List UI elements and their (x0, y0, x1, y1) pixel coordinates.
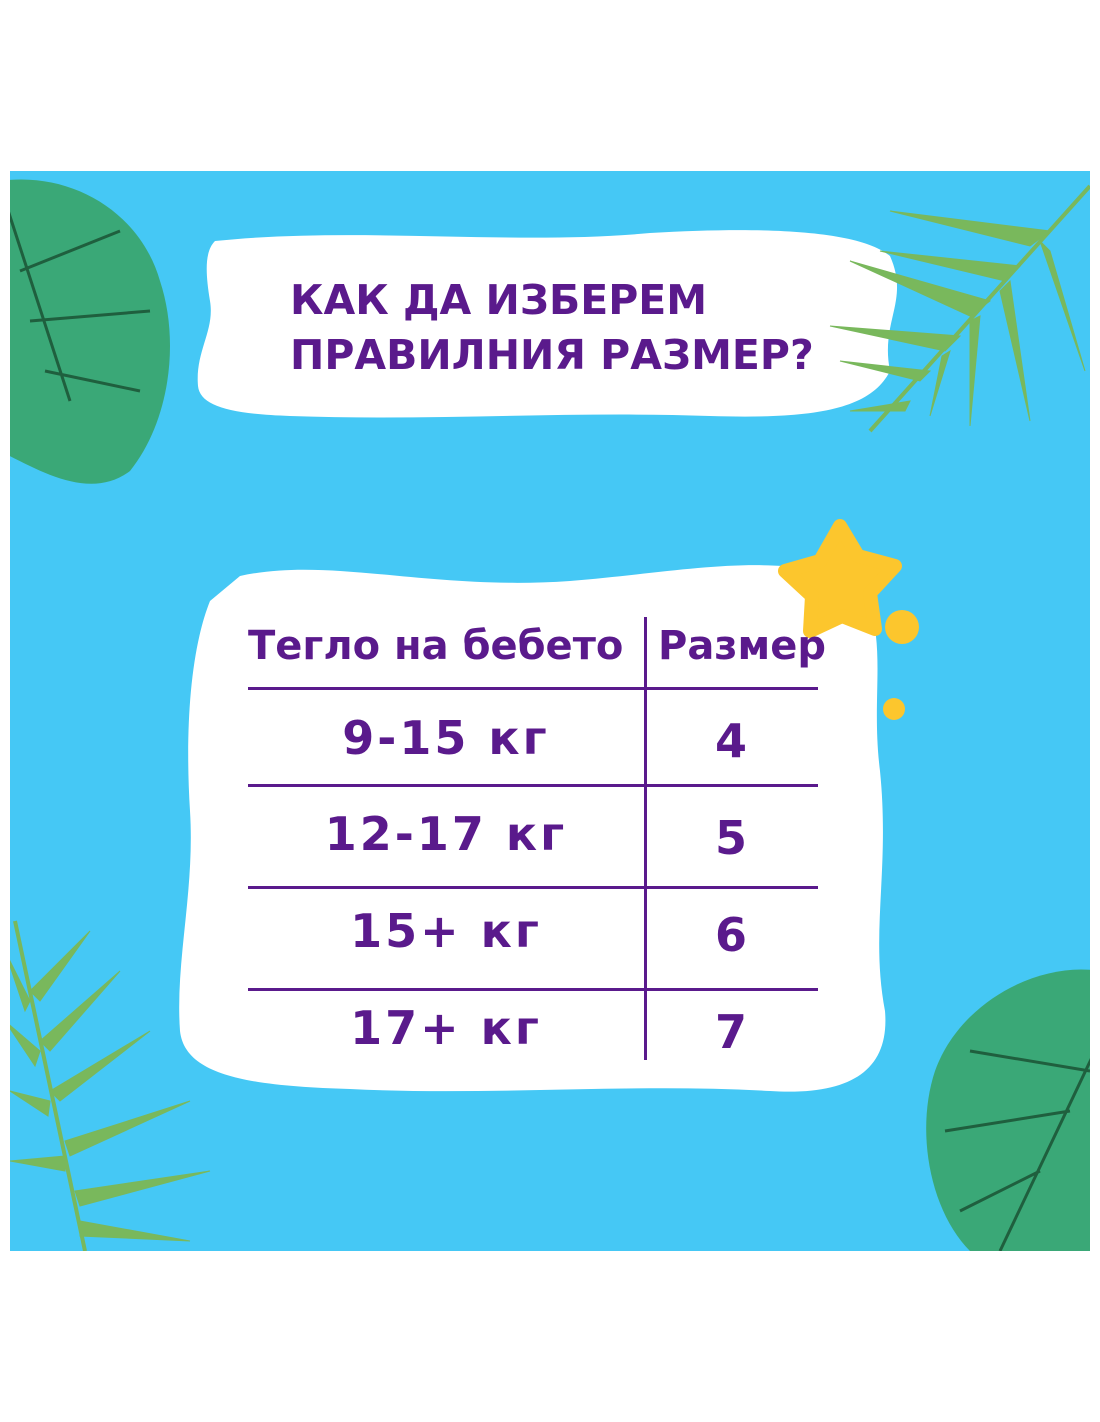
star-icon (778, 519, 902, 638)
title-blob (197, 230, 898, 418)
table-divider (248, 886, 818, 889)
table-column-divider (644, 617, 647, 1060)
table-divider (248, 988, 818, 991)
size-cell: 5 (714, 811, 750, 865)
monstera-leaf-icon (926, 969, 1090, 1251)
decoration (10, 179, 1090, 1251)
infographic-panel: КАК ДА ИЗБЕРЕМ ПРАВИЛНИЯ РАЗМЕР? Тегло н… (10, 171, 1090, 1251)
weight-cell: 15+ кг (350, 904, 542, 958)
header-size: Размер (658, 623, 827, 669)
weight-cell: 12-17 кг (324, 807, 568, 861)
title-line-2: ПРАВИЛНИЯ РАЗМЕР? (290, 331, 814, 379)
dot-icon (885, 610, 919, 644)
table-blob (179, 565, 886, 1092)
weight-cell: 9-15 кг (342, 711, 550, 765)
monstera-leaf-icon (10, 179, 171, 484)
table-divider (248, 784, 818, 787)
size-cell: 4 (714, 714, 750, 768)
size-cell: 6 (714, 908, 750, 962)
weight-cell: 17+ кг (350, 1001, 542, 1055)
table-divider (248, 687, 818, 690)
title-line-1: КАК ДА ИЗБЕРЕМ (290, 276, 708, 324)
header-weight: Тегло на бебето (248, 623, 624, 669)
size-cell: 7 (714, 1005, 750, 1059)
palm-leaf-icon (10, 920, 211, 1251)
dot-icon (883, 698, 905, 720)
palm-leaf-icon (829, 184, 1090, 433)
